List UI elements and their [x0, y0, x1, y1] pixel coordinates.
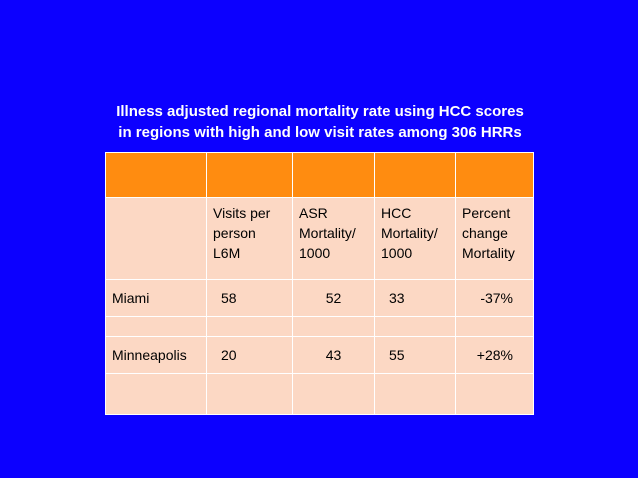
column-header-asr-mortality: ASR Mortality/ 1000: [292, 197, 375, 280]
empty-cell: [206, 373, 293, 415]
column-header-percent-change: Percent change Mortality: [455, 197, 534, 280]
table-row: Miami 58 52 33 -37%: [105, 279, 534, 317]
column-header-row: Visits per person L6M ASR Mortality/ 100…: [105, 197, 534, 280]
header-bar-cell: [105, 152, 207, 198]
header-bar-cell: [374, 152, 456, 198]
percent-change-cell: -37%: [455, 279, 534, 317]
table-header-bar: [105, 152, 534, 198]
empty-cell: [292, 316, 375, 337]
empty-cell: [374, 316, 456, 337]
column-header-visits: Visits per person L6M: [206, 197, 293, 280]
header-bar-cell: [292, 152, 375, 198]
column-header-region: [105, 197, 207, 280]
empty-cell: [292, 373, 375, 415]
region-cell: Miami: [105, 279, 207, 317]
empty-cell: [105, 373, 207, 415]
region-cell: Minneapolis: [105, 336, 207, 374]
header-bar-cell: [455, 152, 534, 198]
column-header-hcc-mortality: HCC Mortality/ 1000: [374, 197, 456, 280]
mortality-table: Visits per person L6M ASR Mortality/ 100…: [105, 152, 534, 415]
percent-change-cell: +28%: [455, 336, 534, 374]
empty-cell: [455, 373, 534, 415]
slide-title: Illness adjusted regional mortality rate…: [60, 101, 580, 143]
empty-cell: [455, 316, 534, 337]
asr-mortality-cell: 43: [292, 336, 375, 374]
table-spacer-row: [105, 373, 534, 415]
visits-cell: 20: [206, 336, 293, 374]
empty-cell: [105, 316, 207, 337]
hcc-mortality-cell: 55: [374, 336, 456, 374]
visits-cell: 58: [206, 279, 293, 317]
asr-mortality-cell: 52: [292, 279, 375, 317]
slide-title-line-1: Illness adjusted regional mortality rate…: [116, 103, 524, 120]
header-bar-cell: [206, 152, 293, 198]
empty-cell: [206, 316, 293, 337]
empty-cell: [374, 373, 456, 415]
slide-title-line-2: in regions with high and low visit rates…: [118, 124, 522, 141]
hcc-mortality-cell: 33: [374, 279, 456, 317]
table-row: Minneapolis 20 43 55 +28%: [105, 336, 534, 374]
table-spacer-row: [105, 316, 534, 337]
